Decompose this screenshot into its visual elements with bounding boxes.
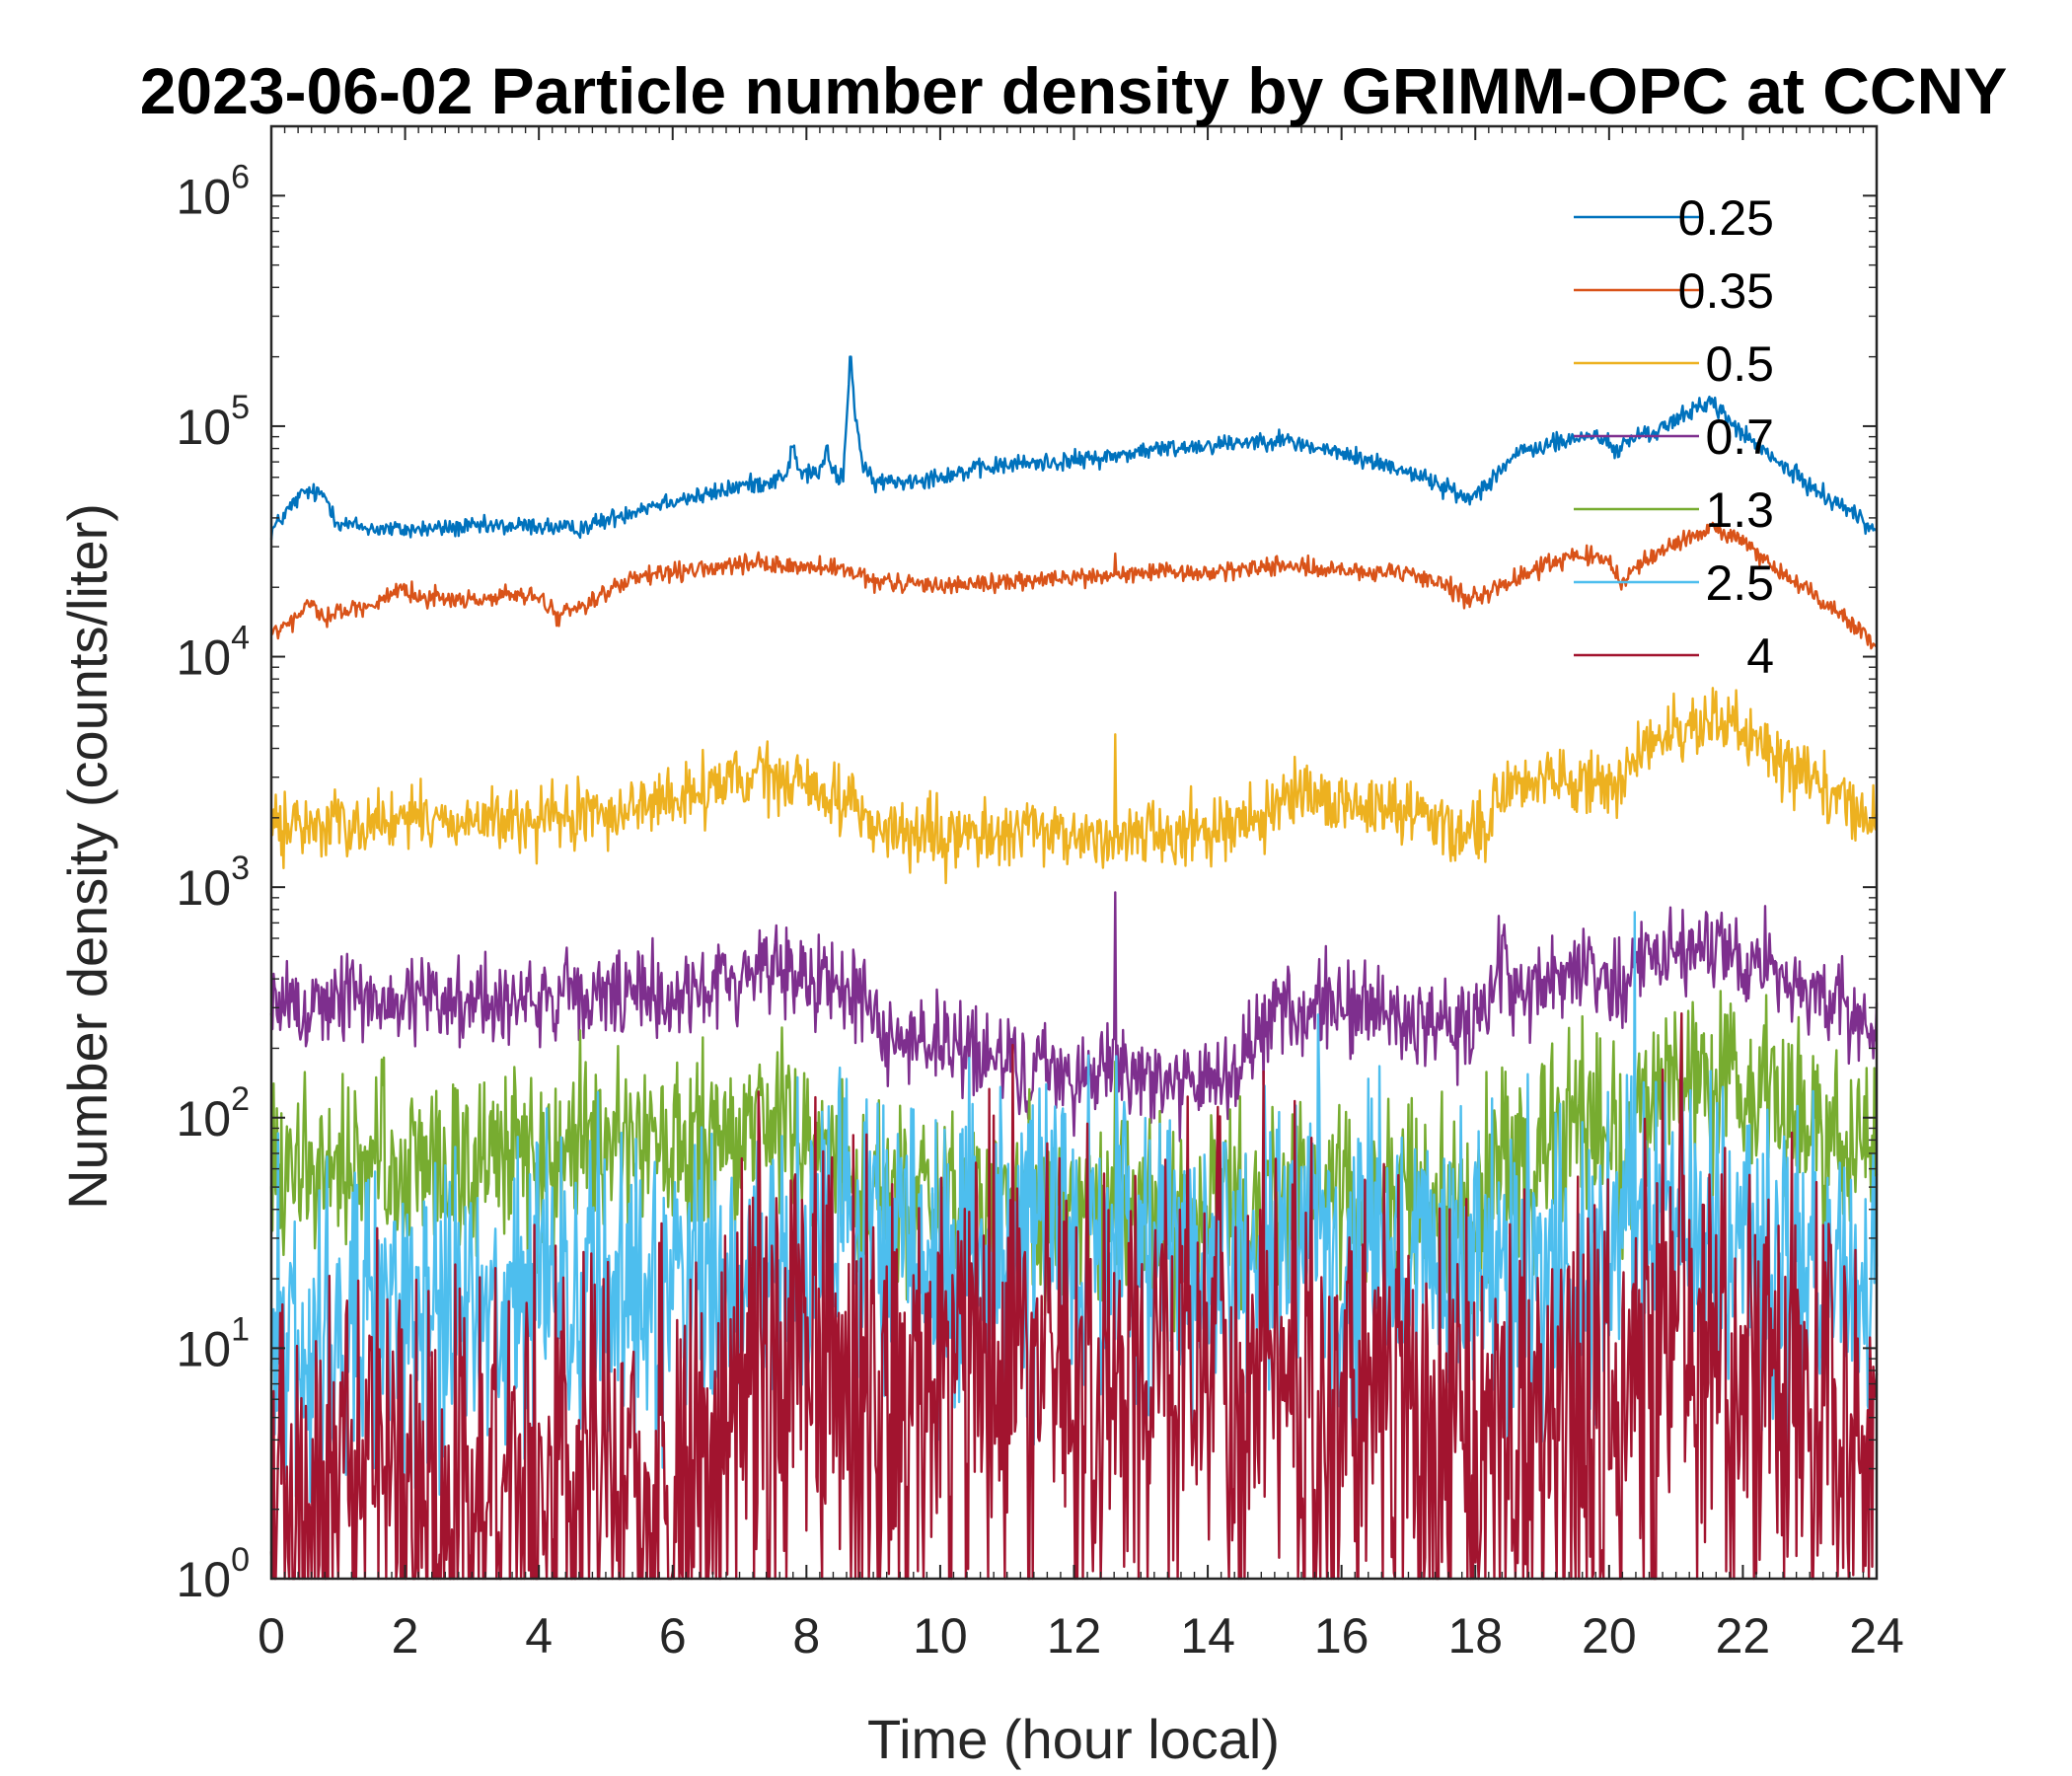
series-group bbox=[269, 355, 1879, 1581]
legend: 0.25 0.35 0.5 0.7 1.3 2.5 4 bbox=[1574, 190, 1774, 684]
legend-label-1.3: 1.3 bbox=[1705, 482, 1774, 538]
y-tick-label: 101 bbox=[176, 1310, 250, 1376]
y-axis-label: Number density (counts/liter) bbox=[56, 503, 118, 1210]
y-tick-label: 105 bbox=[176, 389, 250, 455]
ticks-group: 0 2 4 6 8 10 12 14 16 18 20 22 241001011021031041051… bbox=[176, 125, 1904, 1664]
x-tick-label: 10 bbox=[913, 1608, 968, 1664]
series-line-0.35 bbox=[270, 521, 1878, 650]
y-tick-label: 104 bbox=[176, 620, 250, 686]
legend-label-0.25: 0.25 bbox=[1678, 190, 1774, 246]
y-tick-label: 100 bbox=[176, 1541, 250, 1607]
series-line-0.7 bbox=[269, 891, 1879, 1143]
y-tick-label: 106 bbox=[176, 158, 250, 224]
x-tick-label: 12 bbox=[1047, 1608, 1102, 1664]
series-line-4 bbox=[269, 1012, 1879, 1581]
x-tick-label: 8 bbox=[792, 1608, 820, 1664]
legend-label-4: 4 bbox=[1746, 629, 1774, 684]
x-tick-label: 6 bbox=[659, 1608, 687, 1664]
x-tick-label: 4 bbox=[525, 1608, 553, 1664]
y-tick-label: 102 bbox=[176, 1080, 250, 1147]
x-axis-label: Time (hour local) bbox=[867, 1708, 1280, 1770]
x-tick-label: 24 bbox=[1849, 1608, 1904, 1664]
legend-label-0.7: 0.7 bbox=[1705, 409, 1774, 465]
x-tick-label: 0 bbox=[258, 1608, 285, 1664]
x-tick-label: 18 bbox=[1447, 1608, 1503, 1664]
x-tick-label: 22 bbox=[1716, 1608, 1771, 1664]
y-tick-label: 103 bbox=[176, 850, 250, 916]
legend-label-2.5: 2.5 bbox=[1705, 555, 1774, 611]
legend-label-0.5: 0.5 bbox=[1705, 336, 1774, 392]
chart-title: 2023-06-02 Particle number density by GR… bbox=[140, 54, 2008, 127]
x-tick-label: 14 bbox=[1180, 1608, 1235, 1664]
x-tick-label: 2 bbox=[392, 1608, 419, 1664]
legend-label-0.35: 0.35 bbox=[1678, 263, 1774, 319]
series-line-0.5 bbox=[269, 687, 1879, 885]
x-tick-label: 20 bbox=[1582, 1608, 1637, 1664]
x-tick-label: 16 bbox=[1314, 1608, 1369, 1664]
series-line-0.25 bbox=[269, 355, 1879, 541]
